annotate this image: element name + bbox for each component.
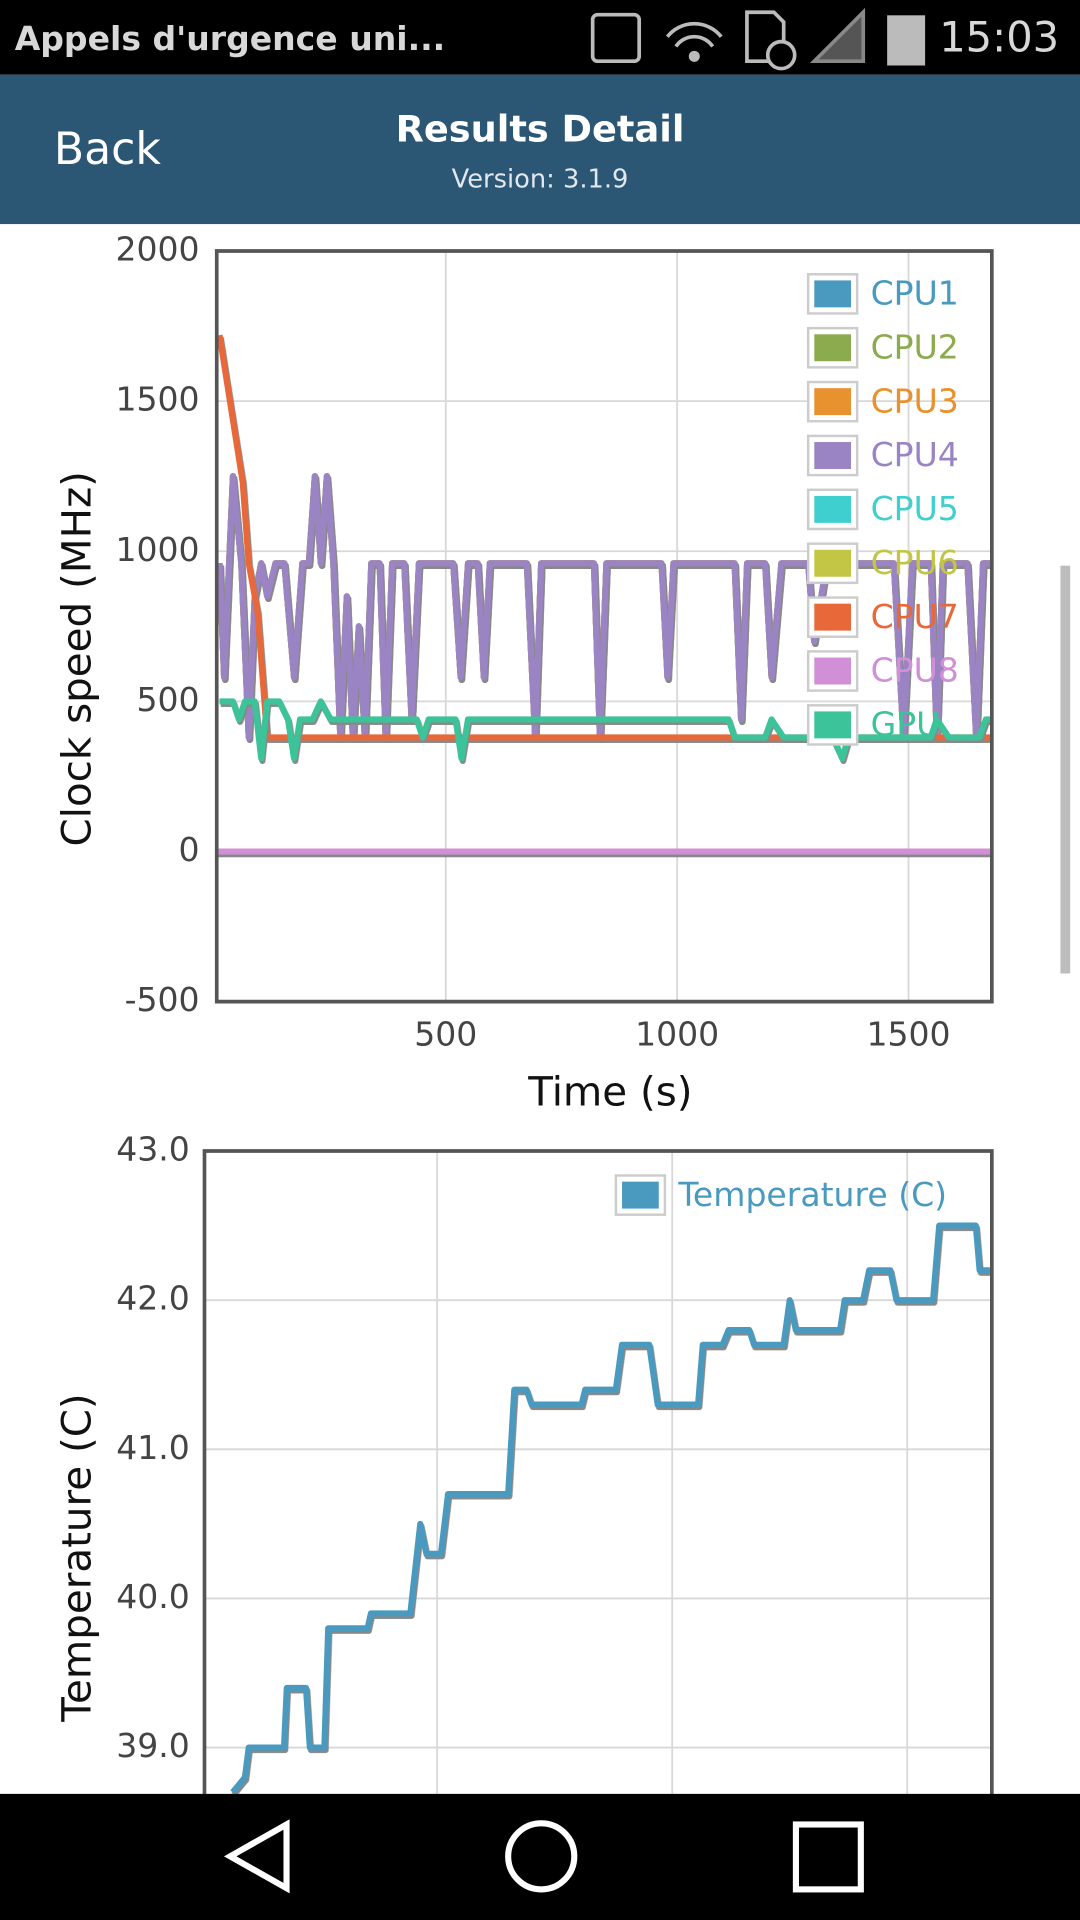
y-tick-label: 500 bbox=[137, 680, 200, 719]
series-line bbox=[216, 334, 992, 741]
legend-swatch bbox=[814, 495, 852, 523]
legend-swatch bbox=[814, 334, 852, 362]
header-subtitle: Version: 3.1.9 bbox=[452, 164, 629, 194]
chart: -500 0 500 1000 1500 2000 500 1000 1500 Time (s) C… bbox=[53, 230, 994, 1116]
y-tick-label: 1000 bbox=[115, 530, 199, 569]
legend-label: Temperature (C) bbox=[677, 1175, 947, 1214]
header bbox=[0, 74, 1080, 225]
legend-label: CPU5 bbox=[871, 489, 959, 528]
legend-label: CPU4 bbox=[871, 435, 959, 474]
series-line bbox=[230, 1222, 992, 1795]
status-icons bbox=[590, 7, 926, 71]
y-tick-label: 43.0 bbox=[116, 1130, 190, 1169]
y-tick-label: 39.0 bbox=[116, 1726, 190, 1765]
y-axis-title: Clock speed (MHz) bbox=[53, 471, 101, 846]
legend-swatch bbox=[814, 711, 852, 739]
back-button[interactable]: Back bbox=[54, 124, 161, 175]
series-line bbox=[219, 698, 992, 762]
legend-swatch bbox=[814, 280, 852, 308]
legend-label: GPU bbox=[871, 705, 941, 744]
nav-home[interactable] bbox=[505, 1820, 578, 1893]
clock: 15:03 bbox=[939, 12, 1059, 61]
charts: -500 0 500 1000 1500 2000 500 1000 1500 Time (s) C… bbox=[53, 230, 994, 1920]
x-axis-title: Time (s) bbox=[527, 1068, 692, 1116]
legend-label: CPU3 bbox=[871, 381, 959, 420]
y-tick-label: 1500 bbox=[115, 380, 199, 419]
legend-label: CPU8 bbox=[871, 651, 959, 690]
plot-frame bbox=[202, 1149, 994, 1920]
y-tick-label: 42.0 bbox=[116, 1279, 190, 1318]
y-tick-label: -500 bbox=[125, 980, 200, 1019]
x-tick-label: 1500 bbox=[866, 1014, 950, 1053]
legend-label: CPU2 bbox=[871, 327, 959, 366]
legend-label: CPU6 bbox=[871, 543, 959, 582]
nav-bar bbox=[0, 1793, 1080, 1920]
legend-label: CPU7 bbox=[871, 597, 959, 636]
nav-recents[interactable] bbox=[792, 1821, 864, 1893]
series-line bbox=[216, 473, 992, 741]
header-title: Results Detail bbox=[396, 108, 685, 151]
x-tick-label: 1000 bbox=[635, 1014, 719, 1053]
y-tick-label: 2000 bbox=[115, 230, 199, 269]
plot-frame bbox=[214, 249, 994, 1004]
chart: 39.0 40.0 41.0 42.0 43.0 Temperature (C) Tempe… bbox=[53, 1130, 994, 1920]
notification: Appels d'urgence uni... bbox=[15, 19, 446, 58]
legend-swatch bbox=[814, 442, 852, 469]
legend-swatch bbox=[814, 388, 852, 416]
scrollbar bbox=[1060, 565, 1071, 974]
legend-swatch bbox=[622, 1181, 659, 1209]
legend-label: CPU1 bbox=[871, 274, 959, 313]
y-tick-label: 40.0 bbox=[116, 1577, 190, 1616]
x-tick-label: 500 bbox=[414, 1014, 477, 1053]
y-tick-label: 41.0 bbox=[116, 1428, 190, 1467]
nav-back[interactable] bbox=[223, 1819, 290, 1894]
y-axis-title: Temperature (C) bbox=[53, 1393, 101, 1722]
legend-swatch bbox=[814, 549, 852, 577]
y-tick-label: 0 bbox=[179, 830, 200, 869]
legend-swatch bbox=[814, 603, 852, 631]
legend-swatch bbox=[814, 657, 852, 685]
